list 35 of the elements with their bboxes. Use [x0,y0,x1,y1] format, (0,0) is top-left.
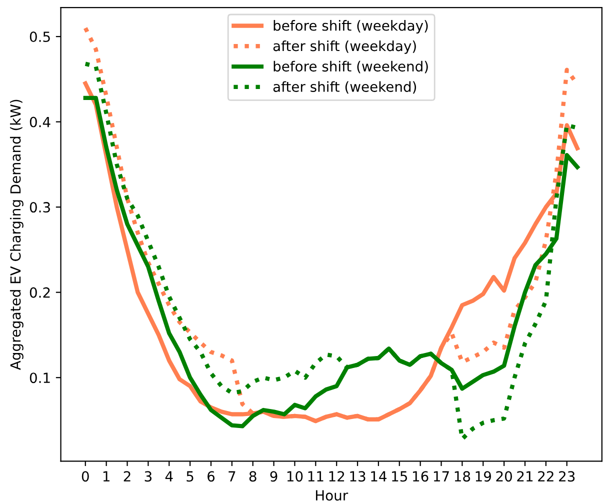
x-tick-label: 3 [144,471,152,482]
x-tick-label: 0 [82,471,89,482]
x-tick-label: 20 [496,471,512,482]
x-tick-label: 13 [350,471,366,482]
y-axis-title: Aggregated EV Charging Demand (kW) [10,100,24,370]
x-tick-label: 11 [308,471,324,482]
x-tick-label: 10 [287,471,303,482]
x-tick-label: 4 [165,471,173,482]
x-tick-label: 12 [329,471,344,482]
x-tick-label: 17 [434,471,449,482]
x-axis-title: Hour [316,490,348,501]
x-tick-label: 22 [538,471,554,482]
legend-label: after shift (weekend) [273,81,416,94]
x-tick-label: 21 [517,471,533,482]
x-tick-label: 6 [208,471,215,482]
x-tick-label: 7 [228,471,236,482]
x-tick-label: 9 [270,471,278,482]
y-tick-label: 0.2 [30,287,50,298]
x-tick-label: 1 [103,471,110,482]
y-tick-label: 0.1 [30,372,50,384]
x-tick-label: 15 [392,471,408,482]
x-tick-label: 5 [186,471,194,482]
legend-label: before shift (weekday) [274,20,428,34]
legend-label: before shift (weekend) [274,60,428,74]
y-tick-label: 0.5 [30,32,50,42]
y-tick-label: 0.4 [30,116,50,128]
x-tick-label: 16 [413,471,428,482]
x-tick-label: 23 [559,471,575,482]
x-tick-label: 8 [249,471,256,482]
legend-label: after shift (weekday) [273,40,416,54]
x-tick-label: 19 [476,471,491,482]
y-tick-label: 0.3 [30,202,50,213]
x-tick-label: 2 [124,471,130,482]
x-tick-label: 14 [371,471,387,482]
x-tick-label: 18 [454,471,470,482]
